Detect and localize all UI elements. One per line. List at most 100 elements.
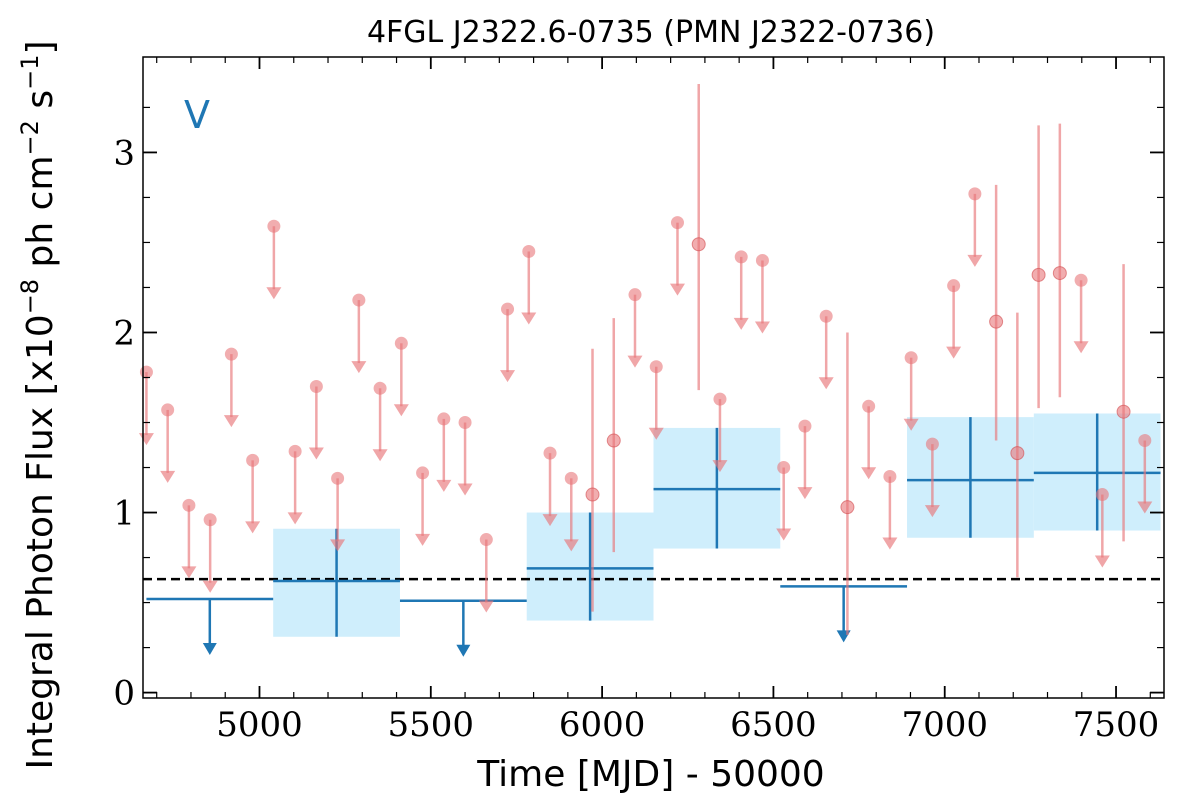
upper-limit-marker: [139, 365, 153, 379]
upper-limit-marker: [734, 250, 748, 264]
upper-limit-arrow: [712, 460, 728, 473]
chart-title: 4FGL J2322.6-0735 (PMN J2322-0736): [367, 15, 935, 50]
upper-limit-marker: [904, 351, 918, 365]
upper-limit-marker: [968, 187, 982, 201]
upper-limit-arrow: [648, 427, 664, 440]
upper-limit-marker: [416, 466, 430, 480]
upper-limit-arrow: [393, 404, 409, 417]
x-axis-label: Time [MJD] - 50000: [476, 754, 824, 795]
upper-limit-arrow: [776, 528, 792, 541]
x-tick-label: 6000: [559, 705, 646, 745]
upper-limit-arrow: [882, 537, 898, 550]
upper-limit-marker: [458, 416, 472, 430]
upper-limit-marker: [1138, 434, 1152, 448]
upper-limit-marker: [1095, 488, 1109, 502]
upper-limit-arrow: [861, 467, 877, 480]
upper-limit-marker: [798, 419, 812, 433]
data-point: [1052, 266, 1067, 281]
data-point: [1031, 267, 1046, 282]
upper-limit-marker: [182, 498, 196, 512]
upper-limit-arrow: [924, 505, 940, 518]
plot-area: 5000 5500 6000 6500 7000 7500 0 1 2 3 V: [113, 56, 1165, 745]
data-point: [691, 237, 706, 252]
upper-limit-marker: [224, 347, 238, 361]
x-tick-label: 7500: [1073, 705, 1160, 745]
upper-limit-marker: [543, 446, 557, 460]
upper-limit-marker: [479, 533, 493, 547]
upper-limit-marker: [649, 360, 663, 374]
upper-limit-arrow: [223, 415, 239, 428]
y-tick-label: 1: [113, 494, 135, 534]
upper-limit-arrow: [160, 470, 176, 483]
upper-limit-arrow: [967, 254, 983, 267]
upper-limit-marker: [352, 293, 366, 307]
upper-limit-marker: [947, 279, 961, 293]
y-tick-label: 2: [113, 313, 135, 353]
upper-limit-arrow: [415, 533, 431, 546]
upper-limit-arrow: [542, 514, 558, 527]
upper-limit-arrow: [754, 321, 770, 334]
upper-limit-arrow: [436, 479, 452, 492]
upper-limit-marker: [819, 309, 833, 323]
data-point: [840, 500, 855, 515]
data-point: [1010, 446, 1025, 461]
upper-limit-arrow: [818, 377, 834, 390]
upper-limit-arrow: [308, 447, 324, 460]
upper-limit-arrow: [202, 580, 218, 593]
upper-limit-arrow: [1137, 501, 1153, 514]
upper-limit-marker: [373, 381, 387, 395]
bin-upper-limit-arrow: [456, 644, 471, 657]
x-tick-label: 6500: [730, 705, 817, 745]
upper-limit-arrow: [287, 512, 303, 525]
y-tick-label: 3: [113, 133, 135, 173]
upper-limit-marker: [670, 216, 684, 230]
upper-limit-marker: [203, 513, 217, 527]
upper-limit-marker: [883, 470, 897, 484]
upper-limit-arrow: [563, 539, 579, 552]
x-tick-label: 5500: [388, 705, 475, 745]
data-point: [1116, 404, 1131, 419]
upper-limit-marker: [777, 461, 791, 475]
x-tick-label: 5000: [216, 705, 303, 745]
upper-limit-marker: [161, 403, 175, 417]
upper-limit-arrow: [330, 539, 346, 552]
upper-limit-marker: [628, 288, 642, 302]
upper-limit-arrow: [1094, 555, 1110, 568]
y-tick-label: 0: [113, 674, 135, 714]
upper-limit-marker: [564, 471, 578, 485]
upper-limit-marker: [862, 399, 876, 413]
data-point: [606, 433, 621, 448]
upper-limit-arrow: [946, 346, 962, 359]
upper-limit-marker: [925, 437, 939, 451]
upper-limit-arrow: [903, 418, 919, 431]
upper-limit-arrow: [669, 283, 685, 296]
upper-limit-arrow: [797, 487, 813, 500]
upper-limit-marker: [501, 302, 515, 316]
upper-limit-marker: [267, 219, 281, 233]
upper-limit-marker: [755, 253, 769, 267]
data-point: [989, 314, 1004, 329]
upper-limit-marker: [246, 453, 260, 467]
bin-upper-limit-arrow: [202, 642, 217, 655]
upper-limit-arrow: [245, 521, 261, 534]
upper-limit-arrow: [351, 361, 367, 374]
upper-limit-arrow: [627, 355, 643, 368]
upper-limit-marker: [1074, 273, 1088, 287]
upper-limit-arrow: [266, 287, 282, 300]
upper-limit-arrow: [372, 449, 388, 462]
upper-limit-marker: [437, 412, 451, 426]
upper-limit-marker: [288, 444, 302, 458]
band-label: V: [184, 93, 210, 137]
upper-limit-arrow: [521, 312, 537, 325]
upper-limit-marker: [713, 392, 727, 406]
upper-limit-arrow: [478, 600, 494, 613]
upper-limit-arrow: [1073, 341, 1089, 354]
upper-limit-marker: [309, 380, 323, 394]
y-axis-label: Integral Photon Flux [x10−8 ph cm−2 s−1]: [16, 40, 61, 769]
upper-limit-arrow: [457, 483, 473, 496]
data-point: [585, 487, 600, 502]
upper-limit-marker: [522, 244, 536, 258]
upper-limit-arrow: [500, 370, 516, 383]
upper-limit-marker: [394, 336, 408, 350]
